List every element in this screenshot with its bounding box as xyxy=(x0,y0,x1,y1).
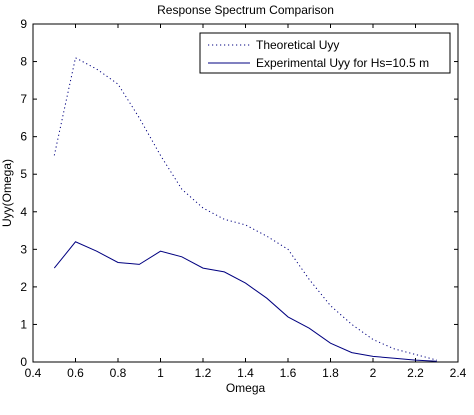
x-tick-label: 0.6 xyxy=(67,366,84,380)
x-tick-label: 2.2 xyxy=(407,366,424,380)
x-tick-label: 1.4 xyxy=(237,366,254,380)
x-tick-label: 1 xyxy=(157,366,164,380)
y-axis-label: Uyy(Omega) xyxy=(0,159,14,227)
series-line-experimental xyxy=(53,241,437,362)
y-tick-label: 1 xyxy=(20,317,27,331)
y-tick-label: 5 xyxy=(20,167,27,181)
x-tick-label: 1.8 xyxy=(322,366,339,380)
x-tick-label: 1.2 xyxy=(195,366,212,380)
y-tick-label: 6 xyxy=(20,130,27,144)
chart-title: Response Spectrum Comparison xyxy=(157,3,334,17)
x-tick-label: 2 xyxy=(370,366,377,380)
y-tick-label: 2 xyxy=(20,280,27,294)
legend-entry: Theoretical Uyy xyxy=(256,38,339,52)
y-tick-label: 4 xyxy=(20,205,27,219)
y-axis: 0 1 2 3 4 5 6 7 8 9 xyxy=(20,17,458,369)
y-tick-label: 8 xyxy=(20,55,27,69)
legend-entry: Experimental Uyy for Hs=10.5 m xyxy=(256,56,429,70)
legend-box xyxy=(199,32,451,74)
y-tick-label: 7 xyxy=(20,92,27,106)
x-tick-label: 2.4 xyxy=(450,366,467,380)
series-layer xyxy=(53,57,437,362)
x-tick-label: 0.8 xyxy=(110,366,127,380)
y-tick-label: 3 xyxy=(20,242,27,256)
x-axis-label: Omega xyxy=(226,381,266,395)
legend: Theoretical Uyy Experimental Uyy for Hs=1… xyxy=(199,32,451,74)
x-tick-label: 0.4 xyxy=(25,366,42,380)
plot-area xyxy=(32,23,459,363)
y-tick-label: 0 xyxy=(20,355,27,369)
x-tick-label: 1.6 xyxy=(280,366,297,380)
y-tick-label: 9 xyxy=(20,17,27,31)
x-axis: 0.4 0.6 0.8 1 1.2 1.4 1.6 1.8 2 2.2 2.4 xyxy=(25,24,467,380)
